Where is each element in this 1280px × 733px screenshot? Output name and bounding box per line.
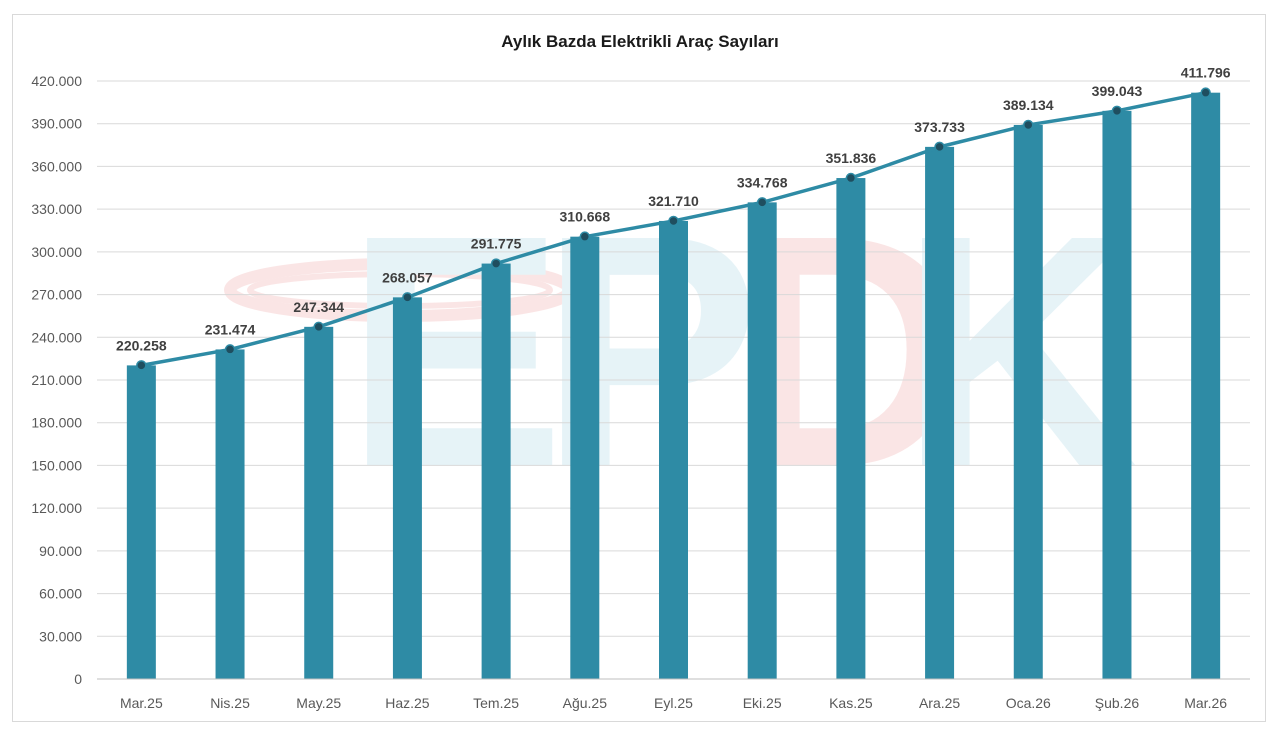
bar	[304, 326, 334, 679]
x-tick-label: Mar.26	[1184, 695, 1227, 711]
bar	[1191, 92, 1221, 680]
line-marker	[224, 344, 236, 355]
bar	[215, 349, 245, 679]
y-tick-label: 210.000	[31, 372, 82, 388]
svg-text:E: E	[345, 166, 565, 535]
y-tick-label: 330.000	[31, 201, 82, 217]
line-marker	[845, 172, 857, 184]
y-tick-label: 180.000	[31, 415, 82, 431]
x-tick-label: Ara.25	[919, 695, 960, 711]
data-label: 334.768	[737, 174, 788, 190]
x-tick-label: Tem.25	[473, 695, 519, 711]
x-tick-label: Haz.25	[385, 695, 430, 711]
data-label: 220.258	[116, 337, 167, 353]
data-label: 373.733	[914, 119, 965, 135]
y-tick-label: 390.000	[31, 116, 82, 132]
line-marker	[934, 141, 945, 153]
bar	[481, 263, 511, 679]
y-tick-label: 120.000	[31, 500, 82, 516]
y-tick-label: 150.000	[31, 457, 82, 473]
y-tick-label: 30.000	[39, 628, 82, 644]
data-label: 247.344	[293, 299, 344, 315]
data-label: 268.057	[382, 269, 433, 285]
x-tick-label: Eyl.25	[654, 695, 693, 711]
x-tick-label: Nis.25	[210, 695, 250, 711]
bar	[126, 365, 156, 679]
y-tick-label: 360.000	[31, 158, 82, 174]
x-tick-label: Şub.26	[1095, 695, 1140, 711]
y-tick-label: 300.000	[31, 244, 82, 260]
data-label: 310.668	[560, 209, 611, 225]
x-axis: Mar.25 Nis.25 May.25 Haz.25 Tem.25 Ağu.25 Eyl.…	[97, 678, 1250, 711]
line-marker	[402, 292, 413, 303]
x-tick-label: May.25	[296, 695, 341, 711]
bar	[925, 146, 955, 680]
x-tick-label: Ağu.25	[563, 695, 608, 711]
y-tick-label: 0	[74, 671, 82, 687]
line-marker	[313, 321, 324, 333]
bars	[126, 92, 1221, 680]
data-label: 231.474	[205, 321, 256, 337]
data-label: 389.134	[1003, 97, 1054, 113]
x-tick-label: Kas.25	[829, 695, 873, 711]
y-tick-label: 90.000	[39, 543, 82, 559]
line-marker	[668, 215, 679, 227]
bar	[392, 297, 422, 679]
line-marker	[1023, 119, 1034, 131]
y-tick-label: 270.000	[31, 287, 82, 303]
bar	[659, 220, 688, 680]
data-labels: 220.258 231.474 247.344 268.057 291.775 310.6…	[116, 65, 1231, 354]
chart-title: Aylık Bazda Elektrikli Araç Sayıları	[501, 32, 779, 51]
data-label: 399.043	[1092, 83, 1143, 99]
data-label: 291.775	[471, 236, 522, 252]
line-marker	[756, 197, 768, 208]
bar	[747, 202, 777, 679]
data-label: 321.710	[648, 193, 699, 209]
line-marker	[490, 258, 502, 269]
line-marker	[136, 360, 147, 371]
line-marker	[1111, 105, 1123, 117]
x-tick-label: Eki.25	[743, 695, 782, 711]
bar	[570, 236, 600, 679]
x-tick-label: Mar.25	[120, 695, 163, 711]
y-tick-label: 420.000	[31, 73, 82, 89]
bar	[1102, 110, 1132, 680]
data-label: 351.836	[826, 150, 877, 166]
x-tick-label: Oca.26	[1006, 695, 1051, 711]
bar	[836, 178, 866, 679]
line-marker	[1200, 87, 1211, 98]
y-tick-label: 60.000	[39, 586, 82, 602]
line-markers	[136, 87, 1211, 371]
y-axis: 0 30.000 60.000 90.000 120.000 150.000 180.000…	[31, 73, 82, 687]
data-label: 411.796	[1181, 65, 1231, 81]
bar	[1013, 124, 1043, 679]
y-tick-label: 240.000	[31, 329, 82, 345]
line-marker	[579, 231, 591, 242]
